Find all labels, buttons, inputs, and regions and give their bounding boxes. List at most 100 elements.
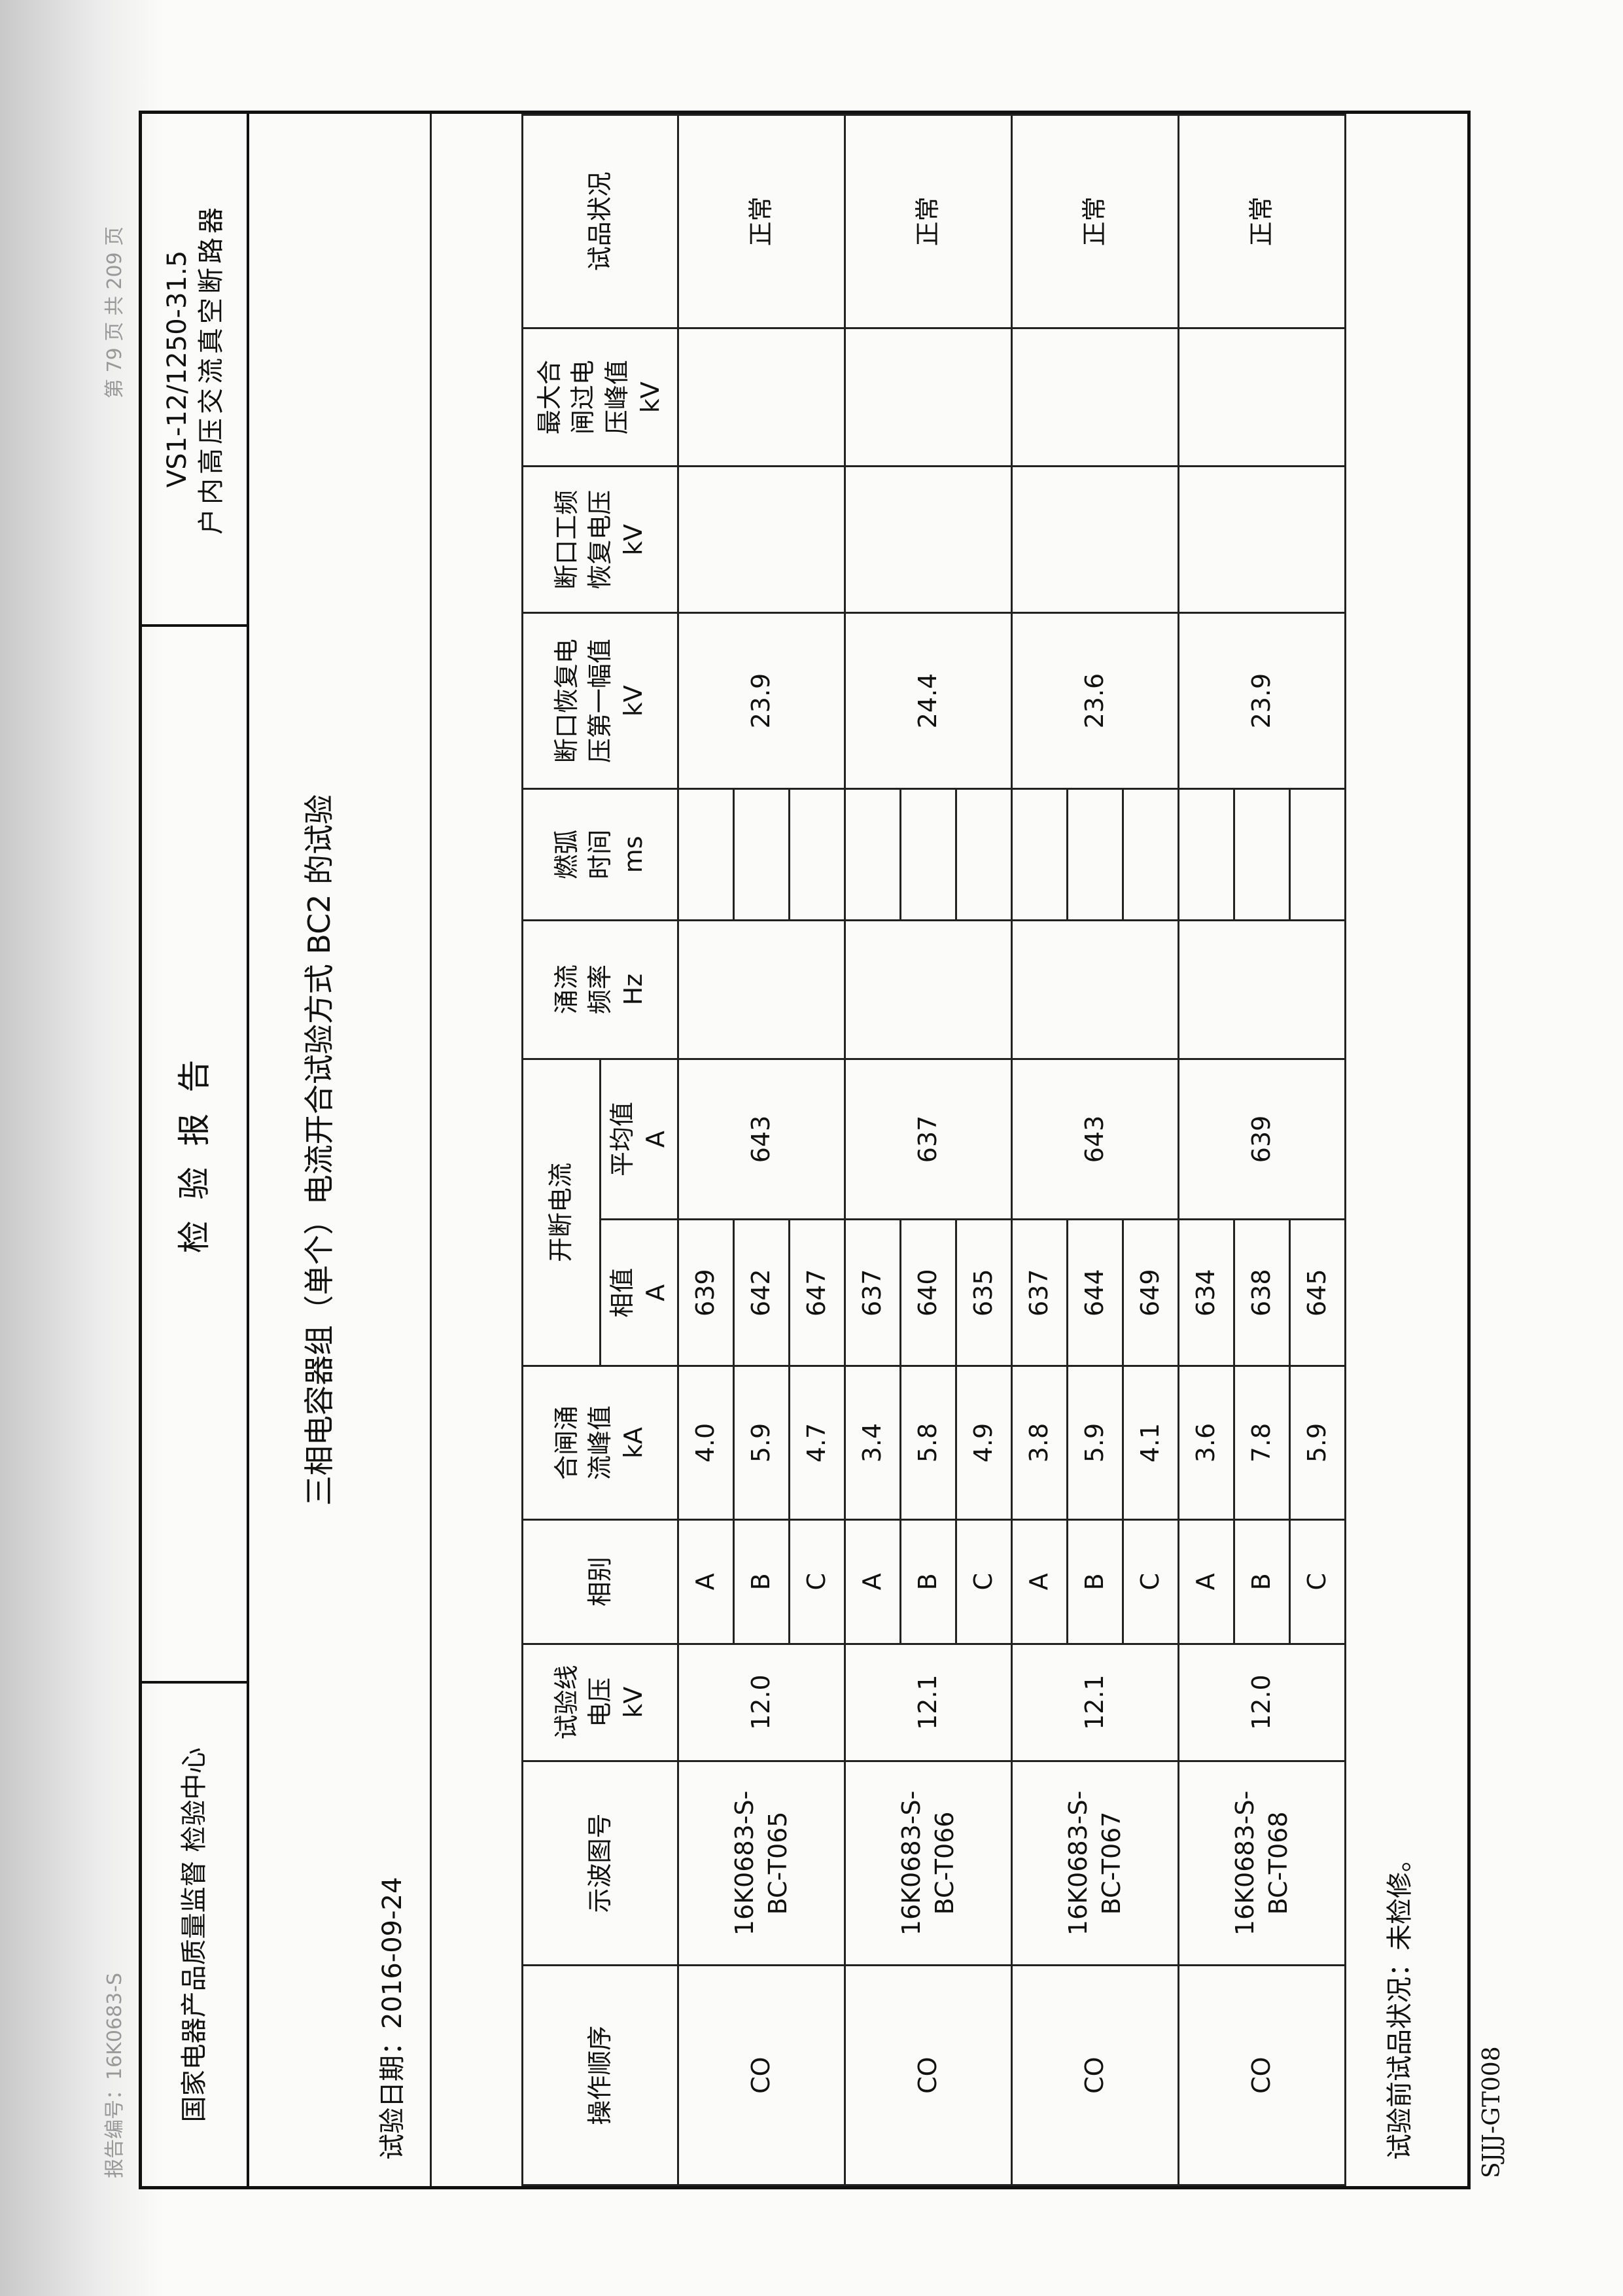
phase: A — [678, 1519, 734, 1644]
column-header: 相别 — [522, 1519, 678, 1644]
data-row: CO 16K0683-S- BC-T067 12.1 A 3.8 637 643 23.6 正常 — [1011, 115, 1179, 2185]
inrush-peak: 3.8 — [1011, 1366, 1068, 1520]
product-name: 户内高压交流真空断路器 — [196, 203, 226, 535]
power-frequency-voltage — [1011, 466, 1179, 613]
inrush-peak: 5.9 — [1289, 1366, 1346, 1520]
phase-current: 637 — [1011, 1219, 1068, 1366]
report-frame: 国家电器产品质量监督 检验中心 检 验 报 告 VS1-12/1250-31.5… — [139, 111, 1471, 2189]
table-body: CO 16K0683-S- BC-T065 12.0 A 4.0 639 643 23.9 正常… — [678, 115, 1346, 2185]
results-table: 操作顺序 示波图号 试验线 电压 kV 相别 合闸涌 流峰值 kA 开断电流 涌流 频率 H… — [521, 114, 1346, 2186]
organization: 国家电器产品质量监督 检验中心 — [142, 1681, 249, 2186]
inrush-peak: 3.6 — [1178, 1366, 1234, 1520]
sample-status: 正常 — [1011, 115, 1179, 328]
arcing-time — [733, 788, 790, 921]
power-frequency-voltage — [678, 466, 845, 613]
inrush-frequency — [678, 920, 845, 1059]
phase: C — [789, 1519, 845, 1644]
operation-sequence: CO — [1178, 1965, 1346, 2185]
recovery-voltage: 23.9 — [1178, 612, 1346, 789]
inrush-peak: 4.7 — [789, 1366, 845, 1520]
average-current: 639 — [1178, 1059, 1346, 1220]
phase: A — [845, 1519, 901, 1644]
recovery-voltage: 23.6 — [1011, 612, 1179, 789]
section-title: 三相电容器组（单个）电流开合试验方式 BC2 的试验 — [302, 794, 337, 1506]
arcing-time — [678, 788, 734, 921]
header-row: 操作顺序 示波图号 试验线 电压 kV 相别 合闸涌 流峰值 kA 开断电流 涌流 频率 H… — [522, 115, 678, 2185]
phase-current: 645 — [1289, 1219, 1346, 1366]
operation-sequence: CO — [678, 1965, 845, 2185]
recovery-voltage: 24.4 — [845, 612, 1012, 789]
line-voltage: 12.1 — [1011, 1644, 1179, 1761]
data-row: CO 16K0683-S- BC-T065 12.0 A 4.0 639 643 23.9 正常 — [678, 115, 845, 2185]
inrush-peak: 4.1 — [1123, 1366, 1179, 1520]
inrush-peak: 5.8 — [900, 1366, 956, 1520]
column-header: 试品状况 — [522, 115, 678, 328]
arcing-time — [956, 788, 1012, 921]
inrush-frequency — [845, 920, 1012, 1059]
phase-current: 647 — [789, 1219, 845, 1366]
phase-current: 639 — [678, 1219, 734, 1366]
inrush-peak: 5.9 — [1067, 1366, 1123, 1520]
line-voltage: 12.0 — [678, 1644, 845, 1761]
binding-shadow — [0, 0, 164, 2296]
arcing-time — [1067, 788, 1123, 921]
sample-condition: 试验前试品状况：未检修。 — [1385, 1846, 1415, 2160]
phase: B — [1234, 1519, 1290, 1644]
model: VS1-12/1250-31.5 — [162, 250, 192, 488]
column-header: 涌流 频率 Hz — [522, 920, 678, 1059]
average-current: 643 — [678, 1059, 845, 1220]
arcing-time — [900, 788, 956, 921]
line-voltage: 12.0 — [1178, 1644, 1346, 1761]
oscillogram-number: 16K0683-S- BC-T067 — [1011, 1761, 1179, 1966]
column-header: 断口工频 恢复电压 kV — [522, 466, 678, 613]
sample-status: 正常 — [845, 115, 1012, 328]
phase-current: 649 — [1123, 1219, 1179, 1366]
subcolumn-header: 相值 A — [600, 1219, 678, 1366]
oscillogram-number: 16K0683-S- BC-T066 — [845, 1761, 1012, 1966]
sample-status: 正常 — [1178, 115, 1346, 328]
inrush-frequency — [1178, 920, 1346, 1059]
column-header: 试验线 电压 kV — [522, 1644, 678, 1761]
report-title: 检 验 报 告 — [142, 624, 249, 1681]
phase: A — [1011, 1519, 1068, 1644]
test-date: 试验日期：2016-09-24 — [377, 1877, 408, 2160]
operation-sequence: CO — [1011, 1965, 1179, 2185]
phase-current: 640 — [900, 1219, 956, 1366]
average-current: 637 — [845, 1059, 1012, 1220]
inrush-peak: 4.0 — [678, 1366, 734, 1520]
average-current: 643 — [1011, 1059, 1179, 1220]
data-row: CO 16K0683-S- BC-T068 12.0 A 3.6 634 639 23.9 正常 — [1178, 115, 1346, 2185]
phase-current: 644 — [1067, 1219, 1123, 1366]
recovery-voltage: 23.9 — [678, 612, 845, 789]
table-header: 操作顺序 示波图号 试验线 电压 kV 相别 合闸涌 流峰值 kA 开断电流 涌流 频率 H… — [522, 115, 678, 2185]
oscillogram-number: 16K0683-S- BC-T068 — [1178, 1761, 1346, 1966]
divider — [430, 114, 432, 2186]
phase: B — [733, 1519, 790, 1644]
phase: C — [1289, 1519, 1346, 1644]
subcolumn-header: 平均值 A — [600, 1059, 678, 1220]
power-frequency-voltage — [845, 466, 1012, 613]
phase-current: 637 — [845, 1219, 901, 1366]
arcing-time — [1289, 788, 1346, 921]
max-overvoltage — [1011, 328, 1179, 467]
phase: A — [1178, 1519, 1234, 1644]
column-header: 燃弧 时间 ms — [522, 788, 678, 921]
inrush-peak: 5.9 — [733, 1366, 790, 1520]
sample-status: 正常 — [678, 115, 845, 328]
arcing-time — [1178, 788, 1234, 921]
inrush-peak: 4.9 — [956, 1366, 1012, 1520]
column-header: 最大合 闸过电 压峰值 kV — [522, 328, 678, 467]
column-header: 操作顺序 — [522, 1965, 678, 2185]
column-header: 合闸涌 流峰值 kA — [522, 1366, 678, 1520]
max-overvoltage — [845, 328, 1012, 467]
arcing-time — [1234, 788, 1290, 921]
form-number: SJJJ-GT008 — [1478, 2046, 1505, 2178]
column-header: 开断电流 — [522, 1059, 601, 1366]
column-header: 断口恢复电 压第一幅值 kV — [522, 612, 678, 789]
inrush-peak: 7.8 — [1234, 1366, 1290, 1520]
phase: C — [1123, 1519, 1179, 1644]
line-voltage: 12.1 — [845, 1644, 1012, 1761]
max-overvoltage — [1178, 328, 1346, 467]
report-number: 报告编号：16K0683-S — [103, 1972, 126, 2178]
